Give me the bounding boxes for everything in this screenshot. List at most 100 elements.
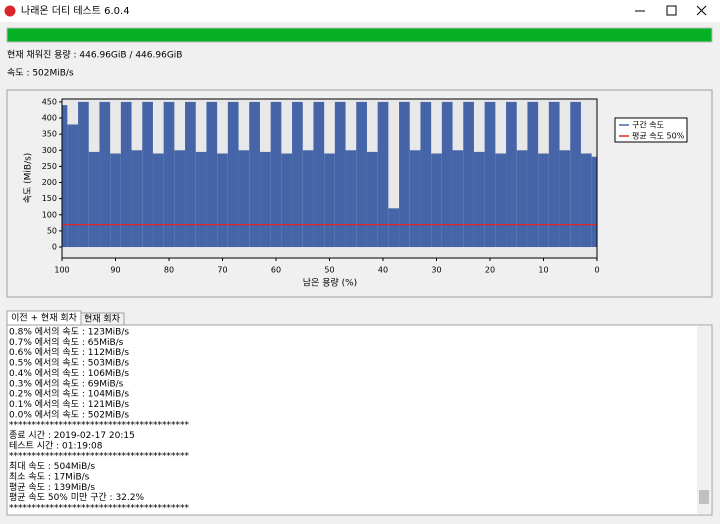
- speed-bar: [495, 153, 507, 248]
- filled-capacity: 현재 채워진 용량 : 446.96GiB / 446.96GiB: [7, 49, 182, 61]
- x-tick-label: 20: [485, 266, 495, 275]
- x-tick-label: 90: [110, 266, 120, 275]
- log-line: 0.5% 에서의 속도 : 503MiB/s: [9, 358, 129, 369]
- speed-bar: [324, 153, 335, 248]
- log-line: 0.1% 에서의 속도 : 121MiB/s: [9, 399, 129, 410]
- speed-bar: [441, 101, 453, 248]
- speed-bar: [559, 150, 571, 248]
- speed-bar: [270, 101, 282, 248]
- maximize-button[interactable]: [666, 5, 677, 16]
- title-bar: [0, 0, 720, 22]
- log-line: 0.7% 에서의 속도 : 65MiB/s: [9, 337, 124, 348]
- x-tick-label: 40: [378, 266, 388, 275]
- legend: [614, 117, 688, 143]
- x-tick-label: 30: [431, 266, 441, 275]
- log-line: 평균 속도 : 139MiB/s: [9, 482, 95, 493]
- speed-bar: [313, 101, 325, 248]
- speed-bar: [431, 153, 442, 248]
- x-tick-label: 0: [594, 266, 599, 275]
- tab-label[interactable]: 현재 회차: [84, 313, 121, 325]
- x-tick-label: 10: [538, 266, 548, 275]
- speed-bar: [185, 101, 196, 248]
- speed-bar: [195, 151, 207, 248]
- speed-bar: [570, 101, 581, 248]
- progress-bar: [6, 27, 713, 43]
- speed-bar: [281, 153, 293, 248]
- speed-bar: [463, 101, 474, 248]
- speed-bar: [356, 101, 367, 248]
- speed-bar: [227, 101, 239, 248]
- speed-bar: [580, 153, 592, 248]
- speed-bar: [345, 150, 357, 248]
- log-line: ****************************************: [9, 421, 190, 431]
- log-line: 0.4% 에서의 속도 : 106MiB/s: [9, 368, 129, 379]
- speed-bar: [88, 151, 100, 248]
- y-axis-label: 속도 (MiB/s): [23, 153, 34, 204]
- close-button[interactable]: [696, 5, 707, 16]
- speed-bar: [302, 150, 314, 248]
- y-tick-label: 200: [42, 178, 57, 187]
- speed-bar: [506, 101, 517, 248]
- speed-bar: [163, 101, 175, 248]
- x-axis-label: 남은 용량 (%): [303, 277, 357, 289]
- x-tick-label: 50: [324, 266, 334, 275]
- y-tick-label: 400: [42, 114, 57, 123]
- x-tick-label: 60: [271, 266, 281, 275]
- speed-bar: [548, 101, 560, 248]
- speed-bar: [484, 101, 496, 248]
- scrollbar[interactable]: [697, 326, 711, 514]
- y-tick-label: 250: [42, 162, 57, 171]
- speed-bar: [259, 151, 271, 248]
- y-tick-label: 0: [52, 243, 57, 252]
- x-tick-label: 100: [54, 266, 69, 275]
- speed-bar: [120, 101, 132, 248]
- y-tick-label: 350: [42, 130, 57, 139]
- speed-bar: [591, 156, 597, 248]
- log-line: 0.0% 에서의 속도 : 502MiB/s: [9, 409, 129, 420]
- scroll-thumb[interactable]: [699, 490, 709, 504]
- speed-bar: [527, 101, 539, 248]
- speed-bar: [249, 101, 260, 248]
- log-line: 종료 시간 : 2019-02-17 20:15: [9, 430, 135, 441]
- speed-bar: [473, 151, 485, 248]
- speed-bar: [366, 151, 378, 248]
- speed-bar: [238, 150, 250, 248]
- current-speed: 속도 : 502MiB/s: [7, 68, 74, 79]
- speed-bar: [67, 124, 79, 248]
- log-line: 0.3% 에서의 속도 : 69MiB/s: [9, 378, 124, 389]
- y-tick-label: 50: [47, 226, 57, 235]
- speed-bar: [142, 101, 153, 248]
- speed-bar: [206, 101, 218, 248]
- speed-bar: [99, 101, 111, 248]
- speed-bar: [174, 150, 186, 248]
- tab-label[interactable]: 이전 + 현재 회차: [11, 312, 78, 324]
- speed-bar: [377, 101, 389, 248]
- log-line: 테스트 시간 : 01:19:08: [9, 440, 103, 451]
- speed-bar: [292, 101, 303, 248]
- log-line: 0.8% 에서의 속도 : 123MiB/s: [9, 327, 129, 338]
- log-box: [6, 324, 713, 516]
- speed-bar: [131, 150, 143, 248]
- plot: [62, 101, 597, 248]
- y-tick-label: 450: [42, 97, 57, 106]
- log-line: 최대 속도 : 504MiB/s: [9, 461, 95, 472]
- speed-bar: [452, 150, 464, 248]
- log-line: 최소 속도 : 17MiB/s: [9, 471, 90, 482]
- log-line: 0.6% 에서의 속도 : 112MiB/s: [9, 347, 129, 358]
- x-tick-label: 80: [164, 266, 174, 275]
- legend-label: 평균 속도 50%: [632, 131, 685, 141]
- y-tick-label: 100: [42, 210, 57, 219]
- speed-bar: [516, 150, 528, 248]
- x-tick-label: 70: [217, 266, 227, 275]
- speed-bar: [399, 101, 410, 248]
- speed-bar: [388, 208, 400, 248]
- log-line: 0.2% 에서의 속도 : 104MiB/s: [9, 389, 129, 400]
- log-line: ****************************************: [9, 503, 190, 513]
- log-line: 평균 속도 50% 미만 구간 : 32.2%: [9, 492, 144, 503]
- app-icon: [4, 5, 16, 17]
- speed-bar: [110, 153, 121, 248]
- legend-label: 구간 속도: [632, 120, 664, 130]
- speed-bar: [152, 153, 164, 248]
- speed-bar: [409, 150, 421, 248]
